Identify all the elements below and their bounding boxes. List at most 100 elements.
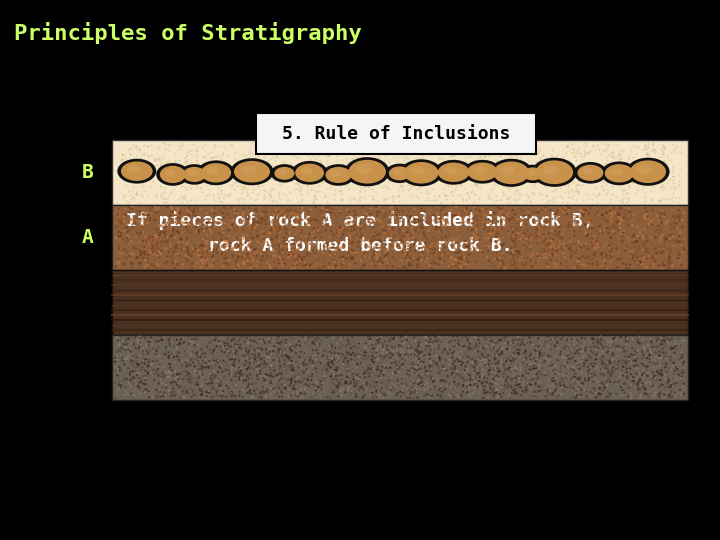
Point [243, 253, 254, 262]
Point [166, 203, 177, 212]
Point [200, 253, 212, 262]
Point [446, 385, 457, 394]
Point [304, 215, 315, 224]
Point [320, 365, 331, 374]
Point [510, 223, 521, 232]
Point [579, 148, 590, 157]
Point [675, 385, 686, 394]
Point [650, 381, 662, 389]
Point [594, 354, 606, 362]
Point [417, 248, 428, 256]
Point [174, 145, 185, 154]
Point [124, 252, 135, 260]
Point [294, 226, 305, 235]
Point [360, 373, 372, 381]
Point [461, 366, 472, 375]
Point [621, 188, 632, 197]
Point [237, 363, 248, 372]
Point [492, 346, 504, 354]
Point [263, 205, 274, 214]
Point [406, 345, 418, 353]
Point [589, 348, 600, 357]
Point [237, 182, 248, 191]
Point [591, 239, 603, 248]
Point [377, 368, 388, 377]
Point [258, 229, 270, 238]
Point [205, 178, 217, 186]
Point [603, 208, 614, 217]
Point [162, 206, 174, 214]
Point [157, 356, 168, 365]
Point [671, 372, 683, 380]
Point [575, 374, 586, 383]
Point [366, 191, 378, 200]
Point [677, 336, 688, 345]
Point [517, 378, 528, 387]
Point [256, 393, 267, 402]
Point [576, 369, 588, 378]
Point [502, 212, 513, 221]
Point [252, 347, 264, 355]
Point [290, 334, 302, 343]
Point [433, 233, 444, 241]
Point [253, 370, 264, 379]
Point [166, 392, 177, 401]
Point [387, 244, 398, 253]
Point [582, 217, 594, 226]
Point [567, 381, 578, 390]
Point [618, 238, 630, 246]
Point [346, 389, 358, 398]
Point [543, 246, 554, 254]
Point [402, 159, 414, 167]
Point [610, 342, 621, 350]
Point [366, 167, 378, 176]
Point [534, 377, 546, 386]
Point [276, 246, 288, 254]
Point [587, 140, 598, 149]
Point [308, 367, 320, 376]
Point [498, 259, 509, 267]
Point [445, 254, 456, 263]
Point [114, 341, 125, 350]
Point [632, 373, 644, 381]
Point [452, 208, 464, 217]
Point [330, 344, 342, 353]
Point [166, 160, 177, 169]
Point [202, 384, 213, 393]
Point [405, 389, 416, 397]
Point [613, 215, 625, 224]
Point [663, 382, 675, 391]
Point [281, 214, 292, 222]
Point [361, 355, 373, 364]
Point [627, 373, 639, 381]
Point [600, 369, 611, 378]
Point [510, 362, 522, 371]
Point [290, 232, 302, 241]
Point [145, 333, 157, 342]
Point [618, 227, 629, 235]
Point [176, 218, 188, 226]
Point [465, 219, 477, 227]
Point [221, 259, 233, 268]
Point [622, 337, 634, 346]
Point [580, 261, 592, 270]
Point [390, 343, 402, 352]
Point [289, 255, 301, 264]
Point [546, 377, 557, 386]
Point [459, 218, 470, 226]
Point [405, 225, 417, 233]
Point [513, 335, 524, 344]
Point [501, 140, 513, 149]
Point [400, 165, 412, 173]
Point [405, 349, 416, 358]
Point [632, 355, 644, 363]
Point [612, 151, 624, 160]
Point [127, 220, 138, 228]
Point [154, 221, 166, 230]
Point [603, 159, 615, 168]
Point [467, 355, 478, 363]
Point [530, 164, 541, 173]
Point [391, 353, 402, 362]
Point [109, 354, 121, 362]
Point [143, 362, 154, 371]
